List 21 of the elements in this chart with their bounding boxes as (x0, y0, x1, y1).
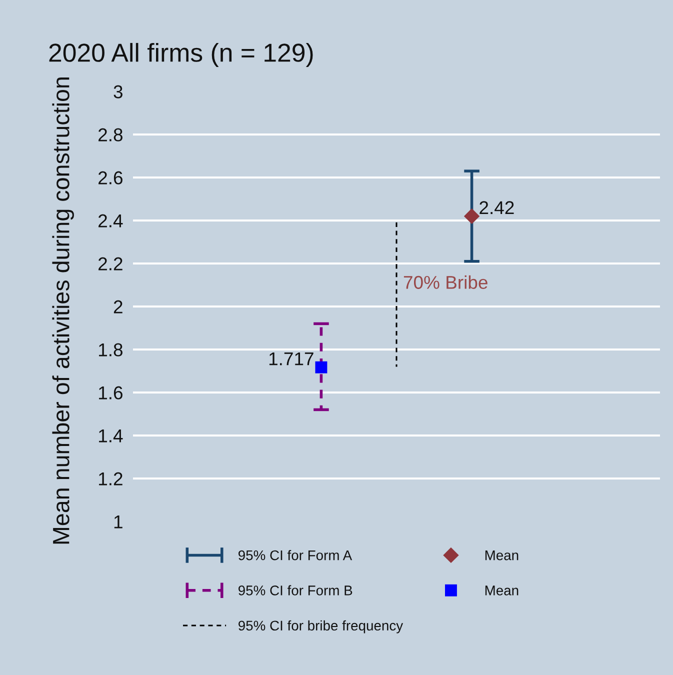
chart-title: 2020 All firms (n = 129) (49, 42, 313, 68)
y-tick-label: 1 (114, 515, 122, 528)
legend-label: 95% CI for Form A (238, 550, 352, 560)
legend-label: Mean (485, 586, 518, 596)
y-tick-label: 2.8 (98, 128, 122, 142)
data-label: 1.717 (269, 352, 314, 366)
annotation: 70% Bribe (404, 275, 488, 289)
y-axis-title: Mean number of activities during construction (52, 78, 74, 544)
legend-label: 95% CI for bribe frequency (238, 620, 404, 634)
y-tick-label: 1.4 (99, 429, 123, 442)
y-tick-label: 2 (114, 300, 122, 314)
y-tick-label: 2.2 (98, 257, 122, 270)
y-tick-label: 3 (114, 85, 122, 98)
y-tick-label: 1.2 (99, 472, 122, 486)
y-tick-label: 2.6 (98, 171, 122, 184)
y-tick-label: 2.4 (98, 214, 123, 228)
legend-label: Mean (485, 550, 518, 560)
legend-label: 95% CI for Form B (238, 585, 352, 596)
y-tick-label: 1.8 (99, 343, 122, 356)
y-tick-label: 1.6 (99, 386, 122, 400)
data-label: 2.42 (480, 201, 514, 214)
